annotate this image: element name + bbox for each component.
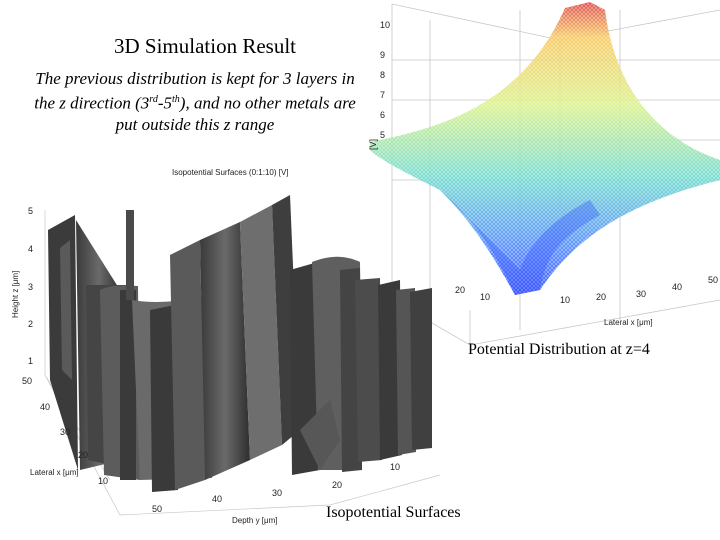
iso-x-tick: 40 [40, 402, 50, 412]
potential-surface [370, 2, 720, 295]
surface-x-tick: 20 [596, 292, 606, 302]
surface-z-tick: 6 [380, 110, 385, 120]
iso-z-tick: 1 [28, 356, 33, 366]
surface-x-tick: 40 [672, 282, 682, 292]
isosurface-z-ticks: 5 4 3 2 1 [28, 206, 33, 366]
iso-z-tick: 4 [28, 244, 33, 254]
iso-z-axis-label: Height z [μm] [11, 271, 20, 318]
subtitle-text-1: The previous distribution is kept for 3 … [34, 69, 355, 113]
iso-z-tick: 2 [28, 319, 33, 329]
iso-x-tick: 30 [60, 427, 70, 437]
surface-x-axis-label: Lateral x [μm] [604, 318, 653, 327]
slide-title: 3D Simulation Result [113, 34, 296, 58]
iso-y-tick: 10 [390, 462, 400, 472]
surface-x-tick: 10 [560, 295, 570, 305]
iso-x-tick: 50 [22, 376, 32, 386]
surface-z-tick: 9 [380, 50, 385, 60]
potential-caption: Potential Distribution at z=4 [468, 341, 650, 358]
isosurface-y-ticks: 50 40 30 20 10 [152, 462, 400, 514]
isosurface-sheets [48, 195, 432, 492]
iso-x-tick: 10 [98, 476, 108, 486]
surface-y-tick: 20 [455, 285, 465, 295]
surface-x-tick: 30 [636, 289, 646, 299]
iso-z-tick: 5 [28, 206, 33, 216]
iso-y-tick: 30 [272, 488, 282, 498]
surface-y-tick: 10 [480, 292, 490, 302]
surface-z-axis-label: [V] [368, 139, 378, 150]
iso-y-tick: 20 [332, 480, 342, 490]
subtitle-sup-th: th [172, 94, 180, 105]
isosurface-title: Isopotential Surfaces (0:1:10) [V] [172, 168, 289, 177]
surface-y-ticks: 20 10 [455, 285, 490, 302]
surface-x-ticks: 10 20 30 40 50 [560, 275, 718, 305]
surface-z-tick: 7 [380, 90, 385, 100]
iso-x-axis-label: Lateral x [μm] [30, 468, 79, 477]
isosurface-figure: Isopotential Surfaces (0:1:10) [V] [11, 168, 441, 525]
iso-y-tick: 40 [212, 494, 222, 504]
iso-z-tick: 3 [28, 282, 33, 292]
surface-z-ticks: 10 9 8 7 6 5 [380, 20, 390, 140]
surface-x-tick: 50 [708, 275, 718, 285]
subtitle-text-3: ), and no other metals are put outside t… [115, 93, 356, 134]
surface-z-tick: 10 [380, 20, 390, 30]
subtitle-text-2: -5 [157, 93, 172, 113]
iso-x-tick: 20 [78, 450, 88, 460]
surface-z-tick: 8 [380, 70, 385, 80]
iso-y-tick: 50 [152, 504, 162, 514]
isopotential-caption: Isopotential Surfaces [326, 504, 461, 521]
isosurface-x-ticks: 50 40 30 20 10 [22, 376, 108, 486]
surface-z-tick: 5 [380, 130, 385, 140]
slide-subtitle: The previous distribution is kept for 3 … [30, 68, 360, 135]
subtitle-sup-rd: rd [149, 94, 158, 105]
iso-y-axis-label: Depth y [μm] [232, 516, 278, 525]
